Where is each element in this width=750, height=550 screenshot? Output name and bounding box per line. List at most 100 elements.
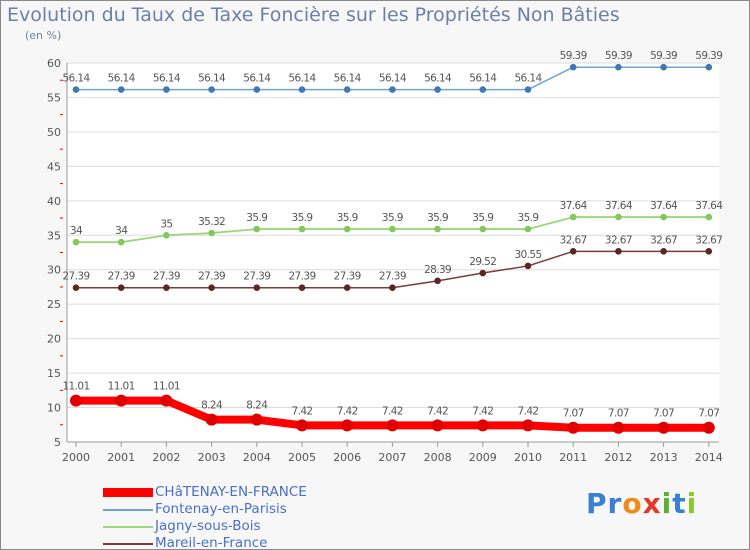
x-tick-label: 2003 bbox=[198, 451, 226, 464]
x-tick-label: 2010 bbox=[514, 451, 542, 464]
data-label: 56.14 bbox=[469, 73, 497, 85]
data-point bbox=[343, 86, 351, 93]
legend-label: Jagny-sous-Bois bbox=[155, 518, 261, 534]
data-point bbox=[524, 262, 532, 270]
data-label: 7.42 bbox=[427, 405, 448, 417]
x-tick-label: 2007 bbox=[378, 451, 406, 464]
data-point bbox=[253, 86, 261, 93]
data-point bbox=[479, 86, 487, 93]
data-label: 56.14 bbox=[108, 73, 136, 85]
data-point bbox=[117, 238, 125, 246]
data-label: 27.39 bbox=[243, 271, 270, 283]
data-point bbox=[208, 86, 215, 93]
x-tick-label: 2009 bbox=[469, 451, 497, 464]
data-label: 59.39 bbox=[605, 50, 632, 62]
x-tick-label: 2002 bbox=[152, 451, 180, 464]
x-tick-label: 2004 bbox=[243, 451, 271, 464]
y-tick-label: 45 bbox=[47, 160, 61, 173]
data-label: 11.01 bbox=[108, 381, 135, 393]
data-point bbox=[163, 86, 170, 93]
x-tick-label: 2008 bbox=[424, 451, 452, 464]
data-label: 37.64 bbox=[605, 200, 633, 212]
data-label: 7.07 bbox=[653, 408, 674, 420]
data-label: 7.42 bbox=[337, 405, 358, 417]
data-point bbox=[660, 63, 667, 71]
data-point bbox=[615, 63, 622, 71]
data-label: 7.42 bbox=[518, 405, 539, 417]
data-point bbox=[386, 419, 399, 432]
data-point bbox=[298, 86, 306, 93]
data-point bbox=[705, 213, 713, 221]
data-label: 27.39 bbox=[198, 271, 225, 283]
data-point bbox=[115, 394, 128, 407]
data-label: 8.24 bbox=[246, 400, 268, 412]
data-label: 56.14 bbox=[379, 73, 407, 85]
data-point bbox=[479, 225, 487, 233]
data-label: 56.14 bbox=[243, 73, 271, 85]
data-point bbox=[72, 284, 80, 292]
x-tick-label: 2012 bbox=[604, 451, 632, 464]
data-point bbox=[250, 413, 263, 426]
data-label: 37.64 bbox=[560, 200, 588, 212]
data-point bbox=[253, 284, 261, 292]
logo-letter: P bbox=[586, 487, 608, 520]
y-tick-label: 40 bbox=[47, 195, 61, 208]
data-point bbox=[660, 248, 667, 255]
y-tick-label: 15 bbox=[47, 367, 61, 380]
data-label: 56.14 bbox=[334, 73, 362, 85]
data-label: 29.52 bbox=[469, 256, 496, 268]
data-label: 27.39 bbox=[108, 271, 135, 283]
data-label: 32.67 bbox=[695, 234, 722, 246]
data-label: 32.67 bbox=[560, 234, 587, 246]
data-label: 35.9 bbox=[472, 212, 493, 224]
data-point bbox=[253, 225, 261, 233]
data-label: 34 bbox=[70, 225, 83, 237]
data-point bbox=[657, 421, 670, 434]
data-point bbox=[705, 248, 713, 255]
data-point bbox=[524, 225, 532, 233]
data-point bbox=[702, 421, 715, 434]
data-point bbox=[434, 277, 441, 285]
data-label: 59.39 bbox=[560, 50, 587, 62]
y-tick-label: 10 bbox=[47, 402, 61, 415]
legend-swatch bbox=[103, 526, 153, 528]
logo-letter: r bbox=[607, 487, 623, 520]
data-point bbox=[343, 284, 351, 292]
y-tick-label: 5 bbox=[54, 436, 61, 449]
proxiti-logo: Proxiti bbox=[586, 487, 697, 520]
data-point bbox=[343, 225, 351, 233]
data-point bbox=[612, 421, 625, 434]
data-point bbox=[341, 419, 354, 432]
data-point bbox=[476, 419, 489, 432]
logo-letter: x bbox=[642, 487, 662, 520]
data-point bbox=[163, 284, 170, 292]
data-label: 35.9 bbox=[382, 212, 403, 224]
data-point bbox=[389, 284, 396, 292]
data-point bbox=[117, 284, 125, 292]
data-point bbox=[163, 231, 170, 239]
x-tick-label: 2011 bbox=[559, 451, 587, 464]
data-point bbox=[208, 229, 215, 237]
data-label: 56.14 bbox=[424, 73, 452, 85]
data-point bbox=[567, 421, 580, 434]
data-label: 35.32 bbox=[198, 216, 225, 228]
data-label: 59.39 bbox=[695, 50, 722, 62]
y-tick-label: 55 bbox=[47, 91, 61, 104]
legend-label: Mareil-en-France bbox=[155, 535, 268, 550]
data-point bbox=[205, 413, 218, 426]
y-tick-label: 60 bbox=[47, 57, 61, 70]
data-label: 27.39 bbox=[62, 271, 89, 283]
data-label: 35.9 bbox=[292, 212, 313, 224]
data-point bbox=[298, 225, 306, 233]
data-label: 56.14 bbox=[62, 73, 90, 85]
data-label: 27.39 bbox=[334, 271, 361, 283]
data-label: 28.39 bbox=[424, 264, 451, 276]
data-label: 35.9 bbox=[337, 212, 358, 224]
legend-label: CHâTENAY-EN-FRANCE bbox=[155, 484, 307, 500]
data-label: 37.64 bbox=[695, 200, 723, 212]
data-label: 7.07 bbox=[563, 408, 584, 420]
data-point bbox=[389, 86, 396, 93]
data-label: 59.39 bbox=[650, 50, 677, 62]
data-point bbox=[434, 225, 441, 233]
